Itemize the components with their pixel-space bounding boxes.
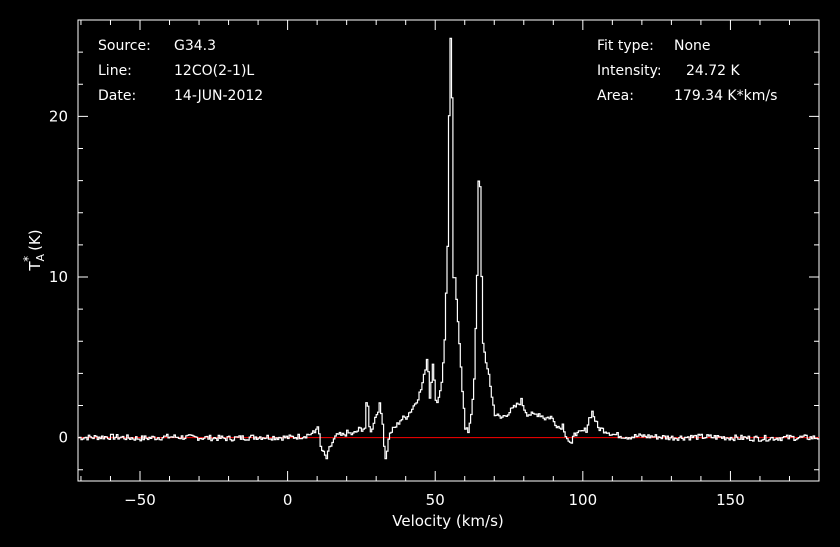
x-tick-label: 0 [283, 491, 293, 509]
x-axis-label: Velocity (km/s) [392, 512, 503, 530]
x-tick-labels: −50 0 50 100 150 [124, 491, 745, 509]
fit-type-label: Fit type: [597, 38, 654, 54]
date-value: 14-JUN-2012 [174, 88, 263, 104]
plot-frame [77, 19, 820, 482]
y-axis-label-main: T [26, 261, 44, 272]
y-tick-label: 10 [49, 268, 68, 286]
x-tick-label: 50 [426, 491, 445, 509]
spectrum-line [78, 37, 820, 460]
y-tick-label: 0 [58, 429, 68, 447]
area-value: 179.34 K*km/s [674, 88, 777, 104]
x-tick-label: 150 [716, 491, 745, 509]
line-label: Line: [98, 63, 132, 79]
area-label: Area: [597, 88, 634, 104]
y-tick-labels: 0 10 20 [49, 107, 68, 446]
y-axis-label: TA* (K) [21, 229, 47, 271]
source-value: G34.3 [174, 38, 216, 54]
source-label: Source: [98, 38, 151, 54]
fit-type-value: None [674, 38, 711, 54]
date-label: Date: [98, 88, 136, 104]
x-tick-label: 100 [569, 491, 598, 509]
intensity-value: 24.72 K [686, 63, 741, 79]
y-axis-label-sub: A [34, 253, 47, 261]
svg-text:TA*(K): TA* (K) [21, 229, 47, 271]
y-tick-label: 20 [49, 107, 68, 125]
y-axis-label-sup: * [21, 256, 35, 262]
y-axis-label-unit: (K) [26, 229, 44, 251]
intensity-label: Intensity: [597, 63, 662, 79]
x-tick-label: −50 [124, 491, 156, 509]
axis-ticks [78, 19, 820, 481]
line-value: 12CO(2-1)L [174, 63, 254, 79]
